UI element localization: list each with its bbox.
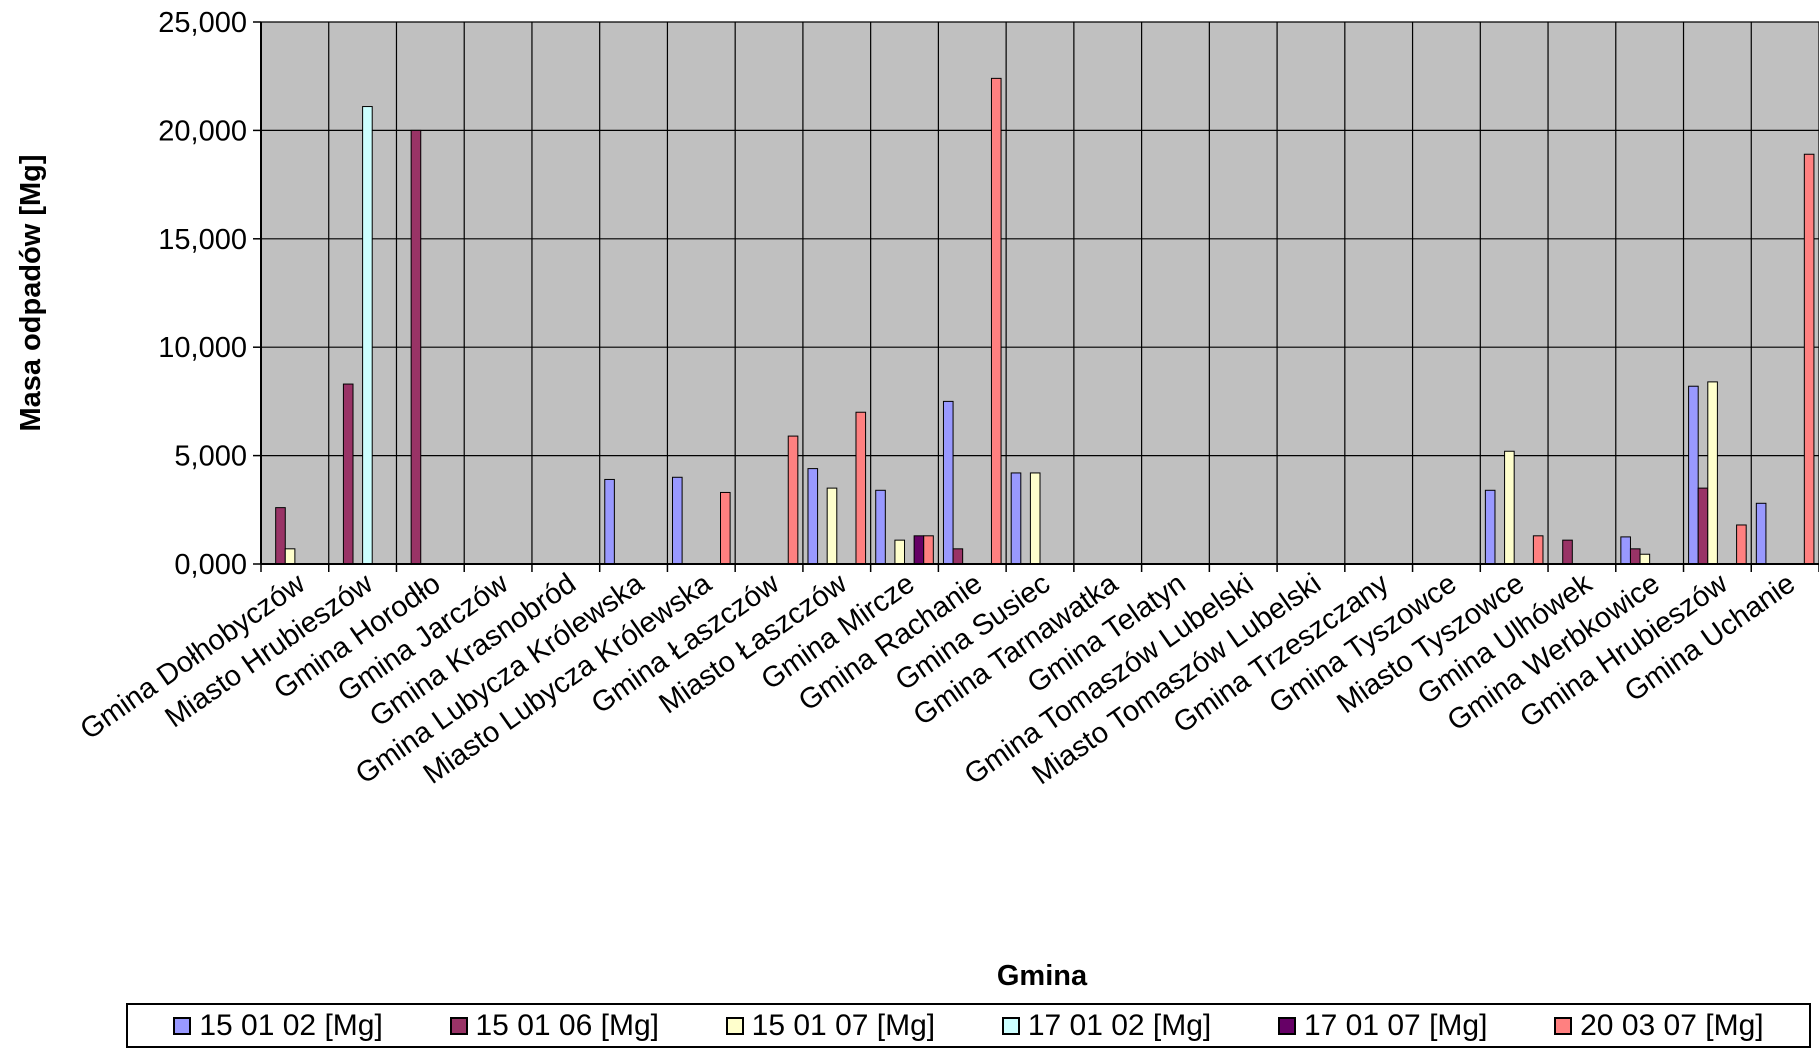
legend-swatch [1277, 1016, 1296, 1035]
bar [1504, 450, 1515, 565]
y-tick-label: 15,000 [158, 224, 247, 256]
legend-item: 15 01 02 [Mg] [173, 1008, 383, 1043]
legend-item: 15 01 07 [Mg] [725, 1008, 936, 1043]
legend-label: 15 01 06 [Mg] [475, 1008, 659, 1042]
legend-swatch [1001, 1016, 1020, 1035]
bar [942, 400, 954, 565]
bar [875, 489, 886, 565]
bar [1697, 487, 1709, 565]
y-tick-label: 25,000 [158, 7, 247, 39]
bar [1484, 489, 1496, 565]
bar [284, 548, 296, 565]
legend-item: 15 01 06 [Mg] [449, 1008, 659, 1043]
bar [342, 383, 354, 565]
bar [604, 478, 615, 565]
legend-swatch [725, 1016, 744, 1035]
bar [952, 548, 964, 565]
legend-item: 20 03 07 [Mg] [1554, 1008, 1764, 1043]
chart-svg: 0,000 5,000 10,000 15,000 20,000 25,000 Gmina… [15, 7, 1819, 992]
bar [1639, 553, 1651, 565]
bar [362, 106, 373, 565]
bar [720, 491, 731, 565]
bar [275, 507, 286, 565]
bar [1029, 472, 1041, 565]
bar [1629, 548, 1641, 565]
bar [1736, 524, 1747, 565]
legend-swatch [1554, 1016, 1573, 1035]
bar [1532, 535, 1544, 565]
bar [826, 487, 838, 565]
bar [1688, 385, 1699, 565]
x-axis-label: Gmina [997, 960, 1088, 992]
bar [923, 535, 934, 565]
bar [913, 535, 925, 565]
bar [1755, 502, 1767, 565]
legend-swatch [449, 1016, 468, 1035]
y-tick-label: 5,000 [174, 441, 247, 473]
bar [410, 129, 422, 565]
bar [894, 539, 906, 565]
legend-label: 15 01 02 [Mg] [199, 1008, 383, 1042]
bar [1562, 539, 1573, 565]
y-tick-label: 20,000 [158, 115, 247, 147]
legend-label: 15 01 07 [Mg] [751, 1008, 936, 1042]
bar [1010, 472, 1022, 565]
legend: 15 01 02 [Mg] 15 01 06 [Mg] 15 01 07 [Mg] 1… [126, 1003, 1811, 1048]
bar [807, 468, 819, 565]
bar [672, 476, 683, 565]
legend-label: 17 01 07 [Mg] [1303, 1008, 1488, 1042]
legend-swatch [173, 1016, 192, 1035]
bar [787, 435, 799, 565]
legend-label: 20 03 07 [Mg] [1580, 1008, 1764, 1042]
y-axis-label: Masa odpadów [Mg] [15, 154, 47, 431]
y-tick-label: 0,000 [174, 549, 247, 581]
legend-item: 17 01 07 [Mg] [1277, 1008, 1488, 1043]
bar [855, 411, 867, 565]
y-tick-label: 10,000 [158, 332, 247, 364]
legend-label: 17 01 02 [Mg] [1027, 1008, 1212, 1042]
bar [1707, 381, 1718, 565]
bar [990, 77, 1002, 565]
legend-item: 17 01 02 [Mg] [1001, 1008, 1212, 1043]
bar [1803, 153, 1815, 565]
bar [1620, 536, 1631, 565]
